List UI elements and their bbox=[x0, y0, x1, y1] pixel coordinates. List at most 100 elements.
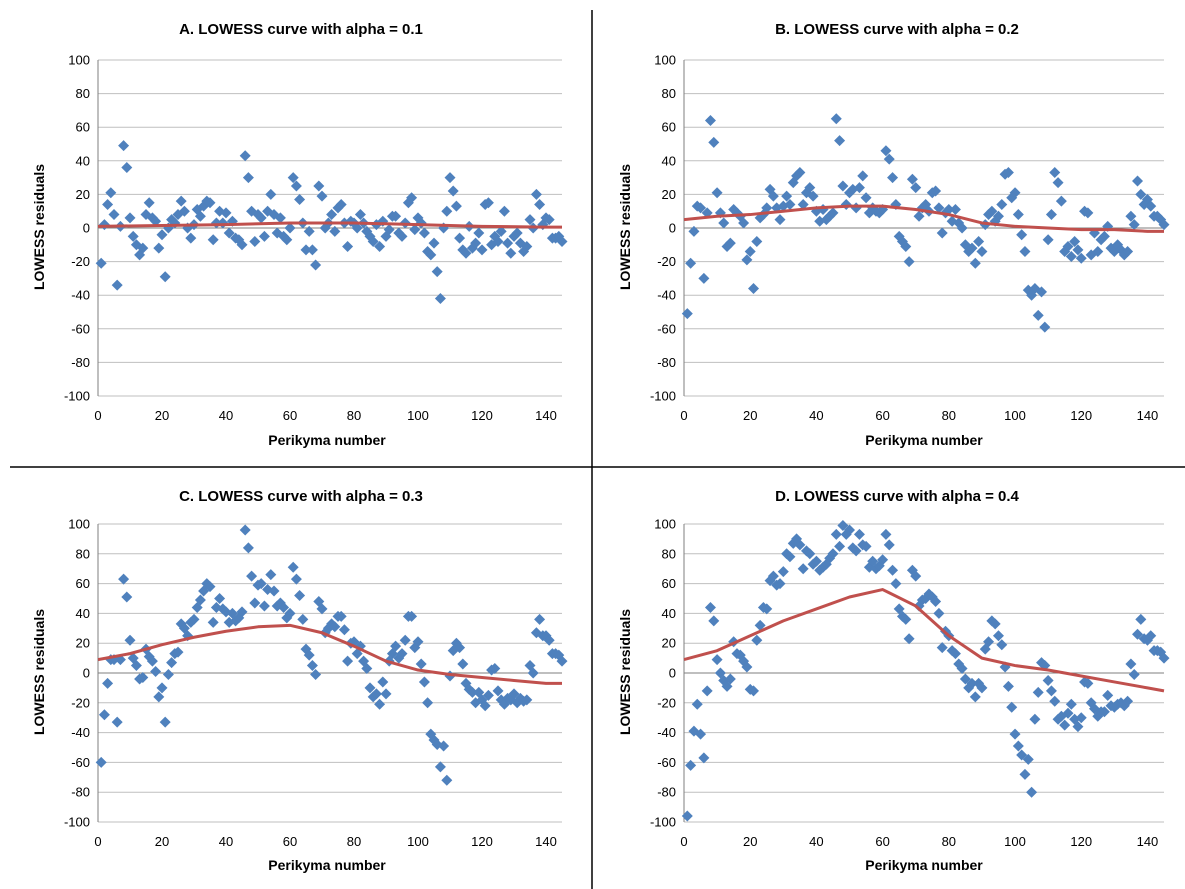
panel-b-ytick-label: -100 bbox=[650, 389, 676, 404]
panel-d-data-point bbox=[1029, 713, 1041, 725]
panel-c-data-point bbox=[457, 658, 469, 670]
panel-c-xlabel: Perikyma number bbox=[268, 857, 386, 873]
panel-c-data-point bbox=[310, 668, 322, 680]
panel-a-ytick-label: 0 bbox=[83, 221, 90, 236]
panel-c-data-point bbox=[396, 648, 408, 660]
panel-c-data-point bbox=[111, 716, 123, 728]
panel-d-data-point bbox=[887, 564, 899, 576]
panel-a-data-point bbox=[396, 230, 408, 242]
panel-d-data-point bbox=[754, 619, 766, 631]
panel-c-ytick-label: 20 bbox=[76, 636, 90, 651]
panel-b-ytick-label: 20 bbox=[662, 187, 676, 202]
panel-d-lowess-curve bbox=[683, 588, 1165, 693]
panel-c-data-point bbox=[236, 606, 248, 618]
panel-a-ytick-label: 20 bbox=[76, 187, 90, 202]
panel-a-data-point bbox=[287, 172, 299, 184]
panel-c-xticks: 0 20 40 60 80 100 120 140 bbox=[94, 834, 556, 849]
panel-d-data-point bbox=[976, 682, 988, 694]
panel-a-data-point bbox=[431, 266, 443, 278]
panel-b-data-point bbox=[966, 242, 978, 254]
panel-b-data-point bbox=[930, 185, 942, 197]
panel-d-data-point bbox=[883, 539, 895, 551]
panel-b-data-point bbox=[1072, 244, 1084, 256]
panel-a-xtick-label: 60 bbox=[283, 408, 297, 423]
panel-b-data-point bbox=[933, 202, 945, 214]
panel-a-data-point bbox=[313, 180, 325, 192]
panel-a-data-point bbox=[178, 205, 190, 217]
panel-d-data-point bbox=[810, 555, 822, 567]
panel-d-ytick-label: 100 bbox=[654, 517, 676, 532]
panel-d-data-point bbox=[877, 554, 889, 566]
panel-b-data-point bbox=[976, 246, 988, 258]
panel-c-data-point bbox=[415, 658, 427, 670]
panel-b-data-point bbox=[1092, 246, 1104, 258]
panel-b-xtick-label: 20 bbox=[743, 408, 757, 423]
panel-c-data-point bbox=[422, 697, 434, 709]
panel-b-data-point bbox=[681, 308, 693, 320]
panel-c-data-point bbox=[207, 616, 219, 628]
panel-d-xlabel: Perikyma number bbox=[865, 857, 983, 873]
panel-d-data-point bbox=[748, 685, 760, 697]
panel-a-ytick-label: -100 bbox=[64, 389, 90, 404]
panel-c-xtick-label: 80 bbox=[347, 834, 361, 849]
panel-d-data-point bbox=[830, 528, 842, 540]
panel-d-data-point bbox=[930, 595, 942, 607]
panel-a-lowess-curve bbox=[97, 221, 562, 229]
panel-c-points bbox=[95, 524, 568, 786]
panel-d-data-point bbox=[1122, 695, 1134, 707]
panel-c-data-point bbox=[454, 642, 466, 654]
panel-c-data-point bbox=[242, 542, 254, 554]
panel-d-data-point bbox=[767, 570, 779, 582]
panel-d-xtick-label: 20 bbox=[743, 834, 757, 849]
panel-a: A. LOWESS curve with alpha = 0.1 100 80 60… bbox=[31, 21, 568, 448]
panel-c-data-point bbox=[102, 677, 114, 689]
panel-d-data-point bbox=[1026, 786, 1038, 798]
panel-a-xticks: 0 20 40 60 80 100 120 140 bbox=[94, 408, 556, 423]
panel-b-data-point bbox=[804, 182, 816, 194]
panel-a-data-point bbox=[284, 222, 296, 234]
panel-c-data-point bbox=[95, 756, 107, 768]
panel-b-data-point bbox=[741, 254, 753, 266]
panel-a-data-point bbox=[310, 259, 322, 271]
panel-b-xtick-label: 120 bbox=[1070, 408, 1092, 423]
panel-c-data-point bbox=[543, 634, 555, 646]
panel-d-xtick-label: 100 bbox=[1004, 834, 1026, 849]
panel-c-ytick-label: 40 bbox=[76, 606, 90, 621]
panel-d-ytick-label: -80 bbox=[657, 785, 676, 800]
panel-b-xtick-label: 100 bbox=[1004, 408, 1026, 423]
panel-b-data-point bbox=[1052, 177, 1064, 189]
panel-a-data-point bbox=[425, 249, 437, 261]
panel-d-data-point bbox=[724, 673, 736, 685]
panel-c-data-point bbox=[303, 649, 315, 661]
panel-b-data-point bbox=[936, 227, 948, 239]
panel-a-data-point bbox=[239, 150, 251, 162]
panel-d-ytick-label: 0 bbox=[669, 666, 676, 681]
panel-b-ylabel: LOWESS residuals bbox=[617, 164, 633, 290]
panel-c-data-point bbox=[156, 682, 168, 694]
panel-b-data-point bbox=[688, 225, 700, 237]
panel-a-data-point bbox=[185, 232, 197, 244]
panel-a-data-point bbox=[351, 222, 363, 234]
panel-a-data-point bbox=[159, 271, 171, 283]
panel-c-data-point bbox=[297, 613, 309, 625]
panel-b-xtick-label: 60 bbox=[875, 408, 889, 423]
panel-d-data-point bbox=[966, 677, 978, 689]
panel-d-data-point bbox=[1032, 686, 1044, 698]
panel-d-data-point bbox=[741, 661, 753, 673]
panel-b-data-point bbox=[880, 145, 892, 157]
panel-b-xtick-label: 40 bbox=[809, 408, 823, 423]
panel-b-data-point bbox=[1032, 309, 1044, 321]
panel-a-data-point bbox=[521, 240, 533, 252]
panel-d-data-point bbox=[698, 752, 710, 764]
panel-b-data-point bbox=[1009, 187, 1021, 199]
panel-a-data-point bbox=[418, 227, 430, 239]
panel-b-data-point bbox=[1098, 230, 1110, 242]
panel-b-ytick-label: 60 bbox=[662, 120, 676, 135]
panel-a-data-point bbox=[118, 140, 130, 152]
panel-b-data-point bbox=[784, 198, 796, 210]
panel-b-data-point bbox=[794, 167, 806, 179]
panel-a-data-point bbox=[290, 180, 302, 192]
panel-d-data-point bbox=[761, 603, 773, 615]
panel-a-data-point bbox=[204, 197, 216, 209]
